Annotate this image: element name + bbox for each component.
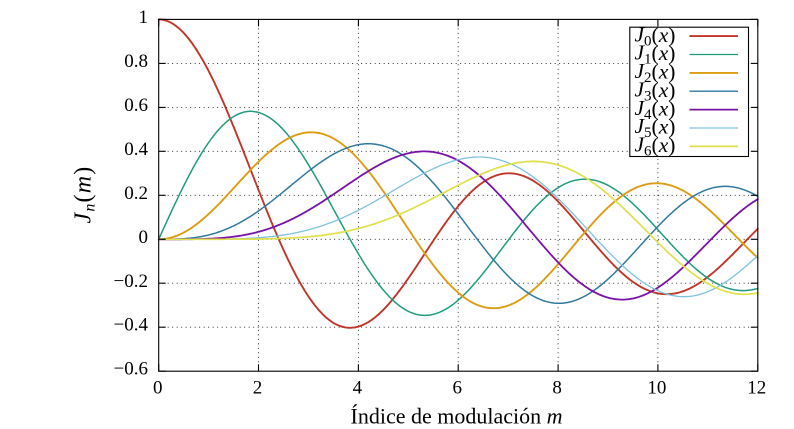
svg-text:−0.2: −0.2 [114, 271, 148, 292]
svg-text:8: 8 [552, 378, 562, 399]
svg-text:J0(x): J0(x) [635, 22, 676, 49]
svg-text:0: 0 [153, 378, 163, 399]
svg-text:0.4: 0.4 [124, 139, 148, 160]
svg-text:0: 0 [139, 227, 149, 248]
svg-text:−0.4: −0.4 [114, 315, 149, 336]
svg-text:2: 2 [253, 378, 263, 399]
svg-text:Jn(m): Jn(m) [71, 165, 99, 223]
svg-text:6: 6 [452, 378, 462, 399]
svg-text:J5(x): J5(x) [635, 114, 676, 141]
svg-text:0.6: 0.6 [124, 95, 148, 116]
svg-text:12: 12 [747, 378, 766, 399]
svg-text:J2(x): J2(x) [635, 59, 676, 86]
svg-text:J3(x): J3(x) [635, 77, 676, 104]
svg-text:1: 1 [139, 7, 149, 28]
svg-text:J4(x): J4(x) [635, 96, 676, 123]
svg-text:10: 10 [647, 378, 666, 399]
svg-text:−0.6: −0.6 [114, 359, 148, 380]
svg-text:0.8: 0.8 [124, 51, 148, 72]
svg-text:Índice de modulación m: Índice de modulación m [351, 404, 563, 429]
svg-text:J6(x): J6(x) [635, 133, 676, 160]
svg-text:0.2: 0.2 [124, 183, 148, 204]
svg-text:4: 4 [353, 378, 363, 399]
svg-text:J1(x): J1(x) [635, 41, 676, 68]
